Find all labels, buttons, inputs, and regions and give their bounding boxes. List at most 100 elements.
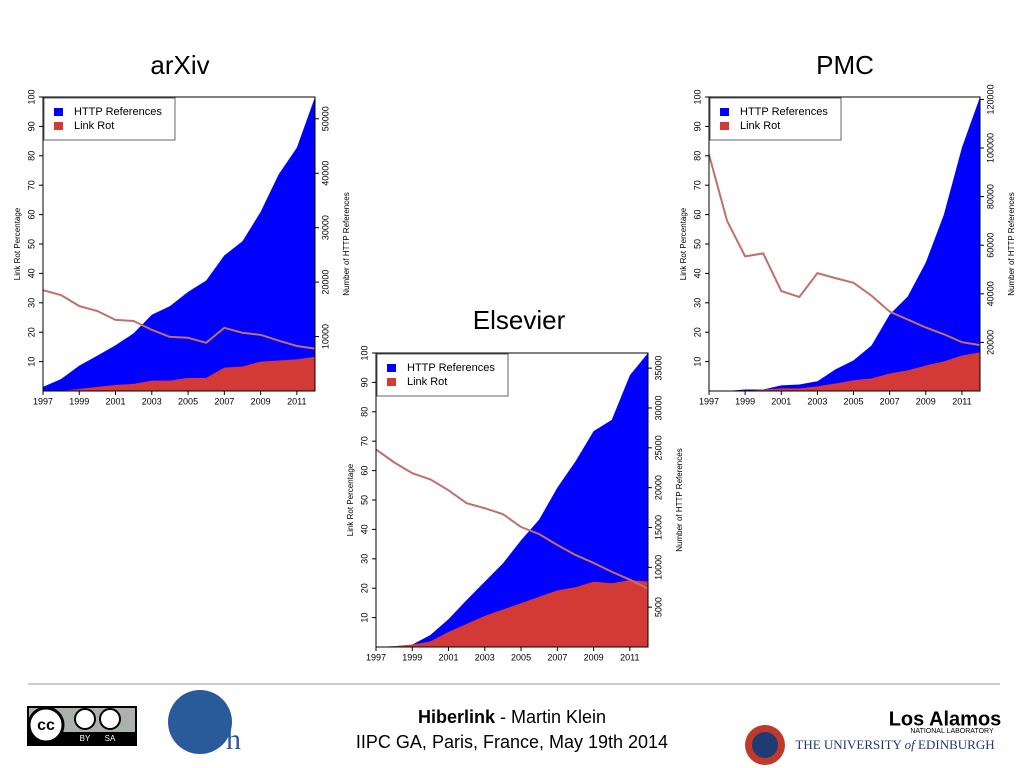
y-tick-label: 80	[692, 151, 702, 161]
x-tick-label: 2011	[620, 652, 639, 662]
y-axis-label: Link Rot Percentage	[346, 463, 355, 536]
x-tick-label: 2005	[511, 652, 531, 662]
x-tick-label: 1997	[699, 396, 719, 406]
chart-title: arXiv	[150, 50, 209, 80]
y-tick-label: 60	[692, 210, 702, 220]
author: - Martin Klein	[500, 707, 606, 727]
y-tick-label: 10	[692, 357, 702, 367]
x-tick-label: 1999	[402, 652, 422, 662]
y-tick-label: 70	[692, 180, 702, 190]
footer-line1: Hiberlink - Martin Klein	[418, 707, 606, 727]
legend-swatch	[387, 378, 396, 386]
area	[709, 97, 980, 391]
y2-axis-label: Number of HTTP References	[342, 192, 351, 295]
legend-swatch	[54, 122, 63, 130]
x-tick-label: 2007	[214, 396, 234, 406]
y-tick-label: 50	[26, 239, 36, 249]
y2-tick-label: 120000	[985, 84, 995, 114]
area	[709, 352, 980, 391]
cc-sa: SA	[105, 734, 116, 743]
project: Hiberlink	[418, 707, 496, 727]
legend-swatch	[720, 122, 729, 130]
legend-box	[376, 353, 509, 397]
y-tick-label: 80	[359, 407, 369, 417]
y-axis-label: Link Rot Percentage	[13, 207, 22, 280]
area	[43, 97, 315, 391]
x-tick-label: 1997	[33, 396, 53, 406]
y-tick-label: 30	[26, 298, 36, 308]
legend-swatch	[387, 364, 396, 372]
legend-label: Link Rot	[740, 120, 780, 132]
y2-tick-label: 50000	[320, 106, 330, 131]
x-tick-label: 2003	[142, 396, 162, 406]
y-tick-label: 20	[26, 327, 36, 337]
rot-line	[708, 154, 981, 347]
rot-line	[42, 289, 316, 350]
area	[43, 356, 315, 391]
y2-tick-label: 10000	[653, 555, 663, 580]
y-tick-label: 90	[359, 377, 369, 387]
y-tick-label: 70	[26, 180, 36, 190]
x-tick-label: 2011	[287, 396, 306, 406]
uni-a: THE UNIVERSITY	[795, 737, 902, 752]
y-tick-label: 70	[359, 436, 369, 446]
lanl: Los Alamos	[889, 708, 1002, 730]
legend-label: HTTP References	[407, 362, 495, 374]
rot-line	[375, 448, 649, 590]
y-tick-label: 40	[26, 268, 36, 278]
y-tick-label: 50	[359, 495, 369, 505]
y-tick-label: 60	[26, 210, 36, 220]
logo-letter: h	[226, 723, 241, 756]
y-tick-label: 30	[692, 298, 702, 308]
chart-title: PMC	[816, 50, 874, 80]
x-tick-label: 2005	[178, 396, 198, 406]
legend-swatch	[720, 108, 729, 116]
y2-tick-label: 40000	[985, 281, 995, 306]
x-tick-label: 2001	[106, 396, 126, 406]
y2-tick-label: 15000	[653, 515, 663, 540]
y-tick-label: 40	[359, 524, 369, 534]
y-tick-label: 60	[359, 466, 369, 476]
y2-tick-label: 10000	[320, 324, 330, 349]
x-tick-label: 2001	[771, 396, 791, 406]
x-tick-label: 2001	[439, 652, 459, 662]
y-tick-label: 40	[692, 268, 702, 278]
legend-box	[709, 97, 842, 141]
y2-tick-label: 30000	[653, 395, 663, 420]
legend-swatch	[54, 108, 63, 116]
x-tick-label: 2003	[807, 396, 827, 406]
footer-line2: IIPC GA, Paris, France, May 19th 2014	[356, 732, 668, 752]
legend-label: HTTP References	[74, 106, 162, 118]
edinburgh: THE UNIVERSITY of EDINBURGH	[795, 737, 994, 752]
x-tick-label: 2011	[952, 396, 971, 406]
cc-by: BY	[80, 734, 91, 743]
legend-label: Link Rot	[407, 376, 447, 388]
uni-b: EDINBURGH	[918, 737, 995, 752]
y2-axis-label: Number of HTTP References	[675, 448, 684, 551]
y2-tick-label: 60000	[985, 233, 995, 258]
y2-axis-label: Number of HTTP References	[1007, 192, 1016, 295]
y-tick-label: 90	[692, 121, 702, 131]
y2-tick-label: 35000	[653, 356, 663, 381]
y-tick-label: 80	[26, 151, 36, 161]
y2-tick-label: 100000	[985, 133, 995, 163]
cc-text: cc	[37, 717, 55, 734]
y2-tick-label: 20000	[985, 330, 995, 355]
y-tick-label: 100	[26, 89, 36, 104]
legend-label: HTTP References	[740, 106, 828, 118]
y-tick-label: 50	[692, 239, 702, 249]
edinburgh-crest	[745, 725, 785, 765]
x-tick-label: 1999	[69, 396, 89, 406]
y-tick-label: 30	[359, 554, 369, 564]
legend-box	[43, 97, 176, 141]
x-tick-label: 2009	[251, 396, 271, 406]
cc-logo: cc BY SA	[27, 706, 137, 746]
x-tick-label: 2009	[584, 652, 604, 662]
y-tick-label: 20	[692, 327, 702, 337]
y2-tick-label: 25000	[653, 435, 663, 460]
hiberlink-logo: h	[168, 690, 241, 756]
y2-tick-label: 30000	[320, 215, 330, 240]
y-tick-label: 20	[359, 583, 369, 593]
y-tick-label: 10	[26, 357, 36, 367]
